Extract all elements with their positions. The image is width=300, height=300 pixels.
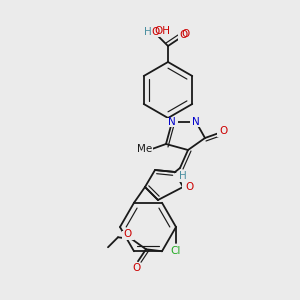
Bar: [130, 264, 142, 273]
Bar: [122, 231, 134, 240]
Text: O: O: [220, 126, 228, 136]
Text: N: N: [168, 117, 176, 127]
Bar: [141, 28, 159, 37]
Text: O: O: [181, 29, 189, 39]
Bar: [178, 32, 192, 40]
Text: O: O: [124, 229, 132, 239]
Text: O: O: [151, 27, 159, 37]
Text: Me: Me: [137, 144, 153, 154]
Text: Cl: Cl: [171, 246, 181, 256]
Bar: [182, 182, 194, 191]
Bar: [166, 118, 178, 127]
Text: H: H: [144, 27, 152, 37]
Text: O: O: [185, 182, 193, 192]
Bar: [175, 172, 189, 182]
Text: N: N: [192, 117, 200, 127]
Bar: [131, 145, 153, 154]
Bar: [140, 27, 160, 37]
Bar: [217, 128, 229, 136]
Bar: [178, 31, 190, 40]
Bar: [167, 245, 185, 255]
Bar: [190, 118, 202, 127]
Text: O: O: [180, 30, 188, 40]
Text: H: H: [179, 171, 187, 181]
Text: O: O: [133, 263, 141, 273]
Text: OH: OH: [154, 26, 170, 36]
